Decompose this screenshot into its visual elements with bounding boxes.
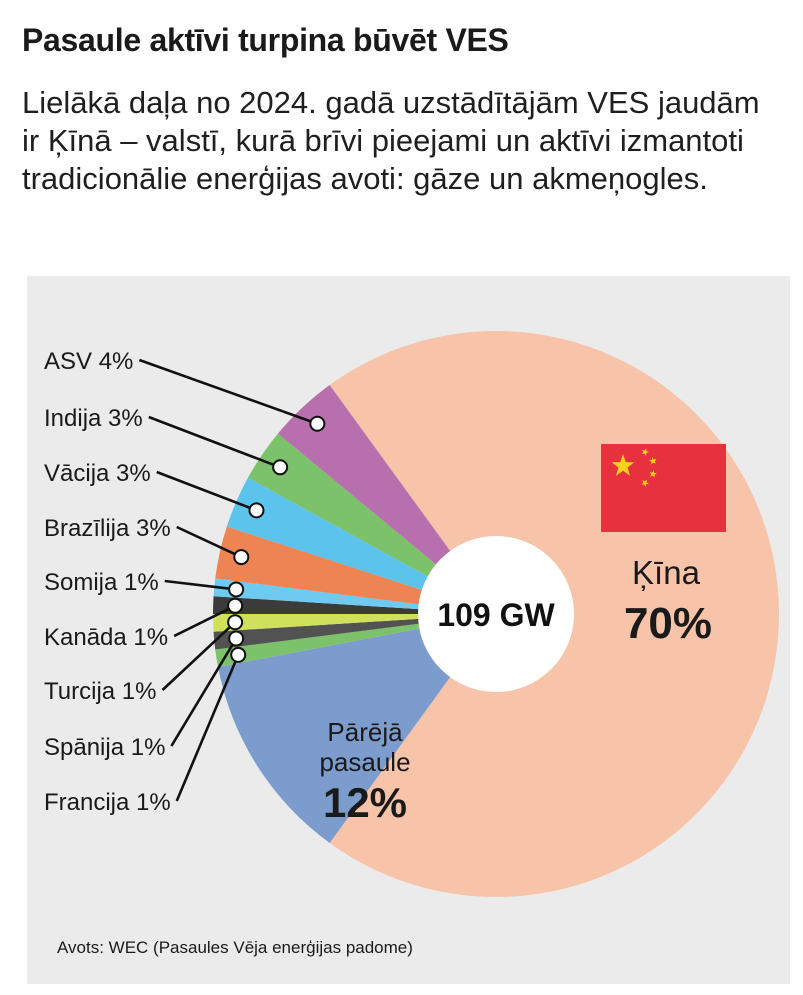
value-kina: 70% — [624, 599, 712, 648]
flag-star — [641, 448, 649, 456]
label-indija: Indija 3% — [44, 405, 143, 432]
leader-spanija — [170, 637, 238, 747]
leader-somija — [164, 579, 237, 591]
leader-indija — [148, 415, 281, 469]
chart-title: Pasaule aktīvi turpina būvēt VES — [22, 22, 509, 58]
leader-brazilija — [176, 525, 242, 559]
marker-brazilija — [233, 549, 250, 566]
source-note: Avots: WEC (Pasaules Vēja enerģijas pado… — [57, 938, 413, 957]
marker-kanada — [227, 597, 244, 614]
label-francija: Francija 1% — [44, 789, 171, 816]
label-somija: Somija 1% — [44, 569, 159, 596]
flag-star — [649, 470, 657, 478]
flag-star — [641, 479, 649, 487]
leader-lines-group — [138, 358, 326, 802]
value-parejapasaule: 12% — [323, 779, 407, 826]
label-vacija: Vācija 3% — [44, 460, 151, 487]
marker-asv — [309, 415, 326, 432]
leader-asv — [138, 358, 318, 425]
leader-kanada — [173, 604, 236, 638]
label-spanija: Spānija 1% — [44, 734, 165, 761]
china-flag-icon — [601, 444, 726, 532]
label-brazilija: Brazīlija 3% — [44, 515, 171, 542]
slice-pareja-pasaule — [218, 614, 497, 843]
flag-field — [601, 444, 726, 532]
label-turcija: Turcija 1% — [44, 678, 156, 705]
label-kina: Ķīna — [632, 554, 701, 591]
leader-francija — [175, 654, 240, 802]
marker-vacija — [248, 502, 265, 519]
flag-star — [649, 457, 657, 465]
marker-indija — [272, 459, 289, 476]
center-total-label: 109 GW — [437, 597, 555, 633]
label-kanada: Kanāda 1% — [44, 624, 168, 651]
label-parejapasaule-line1: Pārējā — [327, 717, 403, 747]
slice-asv — [277, 385, 496, 614]
leader-vacija — [156, 470, 257, 512]
marker-francija — [230, 646, 247, 663]
marker-spanija — [228, 630, 245, 647]
label-parejapasaule-line2: pasaule — [319, 747, 410, 777]
marker-somija — [228, 581, 245, 598]
marker-turcija — [227, 614, 244, 631]
flag-star — [611, 454, 635, 476]
label-asv: ASV 4% — [44, 348, 133, 375]
donut-hole — [418, 536, 574, 692]
leader-turcija — [161, 621, 237, 691]
slice-labels-group: Francija 1% Spānija 1% Turcija 1% Kanāda 1%… — [44, 348, 712, 826]
chart-subtitle: Lielākā daļa no 2024. gadā uzstādītājām … — [22, 85, 760, 196]
